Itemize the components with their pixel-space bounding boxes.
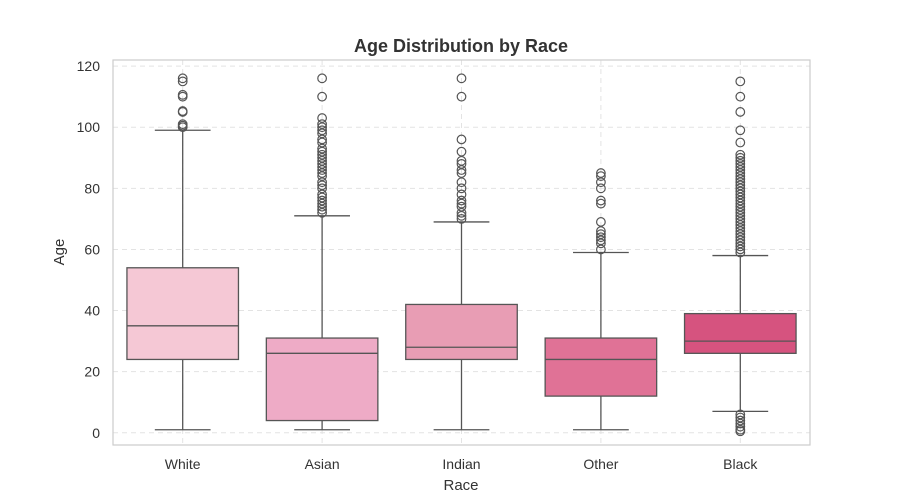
iqr-box xyxy=(683,312,797,354)
y-axis-label: Age xyxy=(51,239,68,266)
outlier-point xyxy=(596,198,606,209)
iqr-box xyxy=(265,337,379,422)
iqr-box xyxy=(126,267,240,361)
box-indian xyxy=(405,73,518,431)
x-tick-label: Asian xyxy=(305,456,340,472)
outlier-point xyxy=(735,152,746,163)
outlier-point xyxy=(456,91,467,102)
box-asian xyxy=(265,73,379,431)
outlier-point xyxy=(456,183,467,194)
outlier-point xyxy=(456,213,467,224)
outlier-point xyxy=(596,171,606,182)
iqr-box xyxy=(544,337,658,397)
y-tick-label: 80 xyxy=(84,180,100,196)
outlier-point xyxy=(596,229,606,240)
outlier-point xyxy=(177,76,188,87)
outlier-point xyxy=(456,134,467,145)
outlier-point xyxy=(317,149,328,160)
outlier-point xyxy=(177,106,188,116)
outlier-point xyxy=(456,158,467,169)
x-tick-label: Indian xyxy=(442,456,480,472)
outlier-point xyxy=(735,409,746,420)
outlier-point xyxy=(735,149,746,160)
outlier-point xyxy=(317,91,328,102)
outlier-point xyxy=(317,183,328,194)
y-tick-label: 0 xyxy=(92,425,100,441)
outlier-point xyxy=(177,73,188,84)
outlier-point xyxy=(317,195,328,206)
chart-title: Age Distribution by Race xyxy=(354,36,568,56)
outlier-point xyxy=(735,91,746,102)
outlier-point xyxy=(735,412,746,423)
outlier-point xyxy=(456,146,467,157)
outlier-point xyxy=(596,168,606,178)
x-tick-label: Other xyxy=(583,456,618,472)
grid-lines xyxy=(113,60,810,445)
plot-frame xyxy=(112,59,811,446)
outlier-point xyxy=(456,189,467,200)
outlier-point xyxy=(735,137,746,148)
box-white xyxy=(126,73,240,431)
outlier-point xyxy=(317,119,328,130)
x-tick-label: Black xyxy=(723,456,758,472)
box-other xyxy=(544,168,658,431)
outlier-point xyxy=(735,125,746,136)
outlier-point xyxy=(177,119,188,130)
outlier-point xyxy=(596,232,606,243)
outlier-point xyxy=(596,183,606,194)
outlier-point xyxy=(177,89,188,100)
outlier-point xyxy=(735,155,746,166)
x-axis-ticks: White Asian Indian Other Black xyxy=(165,456,759,472)
y-axis-ticks: 0 20 40 60 80 100 120 xyxy=(77,58,101,441)
y-tick-label: 20 xyxy=(84,364,100,380)
outlier-point xyxy=(456,73,467,84)
outlier-point xyxy=(456,201,467,212)
outlier-point xyxy=(596,195,606,206)
outlier-point xyxy=(317,125,328,136)
box-group xyxy=(126,73,797,437)
y-tick-label: 40 xyxy=(84,303,100,319)
outlier-point xyxy=(735,415,746,426)
x-axis-label: Race xyxy=(443,477,478,494)
outlier-point xyxy=(735,107,746,117)
outlier-point xyxy=(317,73,328,84)
y-tick-label: 120 xyxy=(77,58,101,74)
outlier-point xyxy=(596,217,606,227)
iqr-box xyxy=(405,303,518,361)
box-black xyxy=(683,76,797,437)
outlier-point xyxy=(456,195,467,206)
x-tick-label: White xyxy=(165,456,201,472)
outlier-point xyxy=(317,113,328,123)
y-tick-label: 100 xyxy=(77,119,101,135)
outlier-point xyxy=(735,76,746,87)
y-tick-label: 60 xyxy=(84,241,100,257)
